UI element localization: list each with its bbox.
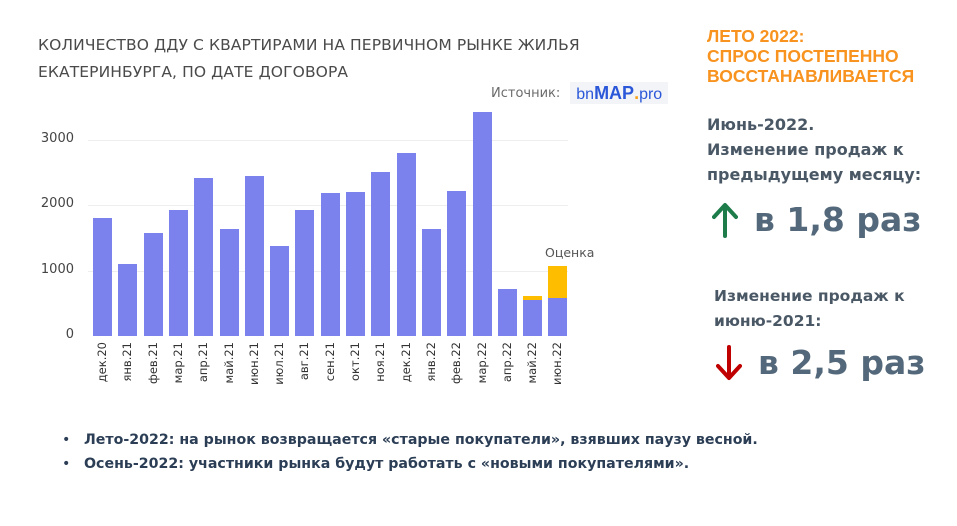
x-tick-label: окт.21 bbox=[348, 342, 362, 381]
logo-part-pro: pro bbox=[639, 86, 663, 103]
bar-estimate-июн.22 bbox=[548, 265, 568, 299]
x-tick-label: янв.21 bbox=[120, 342, 135, 382]
x-tick-label: июл.21 bbox=[272, 342, 287, 385]
logo-pin-icon: . bbox=[634, 83, 640, 103]
chart-title-line-1: КОЛИЧЕСТВО ДДУ С КВАРТИРАМИ НА ПЕРВИЧНОМ… bbox=[38, 36, 580, 54]
bar-май.21 bbox=[219, 228, 239, 336]
x-tick-label: фев.21 bbox=[145, 342, 160, 384]
x-tick-label: дек.20 bbox=[95, 342, 109, 383]
bar-фев.22 bbox=[447, 191, 467, 336]
bar-estimate-май.22 bbox=[523, 296, 543, 301]
stat-mom-line-2: Изменение продаж к bbox=[707, 140, 904, 159]
x-tick-label: янв.22 bbox=[423, 342, 438, 382]
bar-мар.22 bbox=[472, 112, 492, 336]
stat-yoy-line-2: июню-2021: bbox=[714, 312, 822, 330]
stat-mom-number: в 1,8 раз bbox=[754, 200, 922, 239]
y-tick-label: 3000 bbox=[40, 131, 74, 147]
stat-mom-line-3: предыдущему месяцу: bbox=[707, 165, 922, 184]
gridline bbox=[88, 140, 568, 142]
bullet-list: Лето-2022: на рынок возвращается «старые… bbox=[62, 428, 882, 476]
source-label: Источник: bbox=[491, 85, 561, 101]
x-tick-label: июн.22 bbox=[550, 342, 565, 385]
source: Источник: bn MAP . pro bbox=[491, 82, 669, 104]
x-tick-label: фев.22 bbox=[449, 342, 464, 384]
bar-ноя.21 bbox=[371, 172, 391, 336]
bar-chart: 0 1000 2000 3000 дек.20 янв.21 фев.21 мар.21 апр… bbox=[40, 112, 568, 385]
stat-yoy-number: в 2,5 раз bbox=[758, 343, 926, 382]
headline-line-3: ВОССТАНАВЛИВАЕТСЯ bbox=[707, 66, 915, 86]
headline-line-1: ЛЕТО 2022: bbox=[707, 26, 805, 46]
y-tick-label: 2000 bbox=[40, 196, 74, 212]
stat-mom-value: в 1,8 раз bbox=[712, 200, 921, 239]
x-tick-label: мар.22 bbox=[474, 342, 489, 384]
bar-янв.22 bbox=[421, 228, 441, 336]
stat-yoy-caption: Изменение продаж к июню-2021: bbox=[714, 284, 954, 334]
bar-май.22 bbox=[523, 300, 543, 336]
x-tick-label: авг.21 bbox=[297, 342, 312, 381]
bar-июн.22 bbox=[548, 298, 568, 336]
stat-mom-line-1: Июнь-2022. bbox=[707, 115, 815, 134]
bar-июн.21 bbox=[244, 175, 264, 336]
stat-yoy-line-1: Изменение продаж к bbox=[714, 287, 905, 305]
bar-дек.21 bbox=[396, 152, 416, 336]
bar-апр.22 bbox=[497, 289, 517, 336]
arrow-up-icon bbox=[712, 202, 738, 238]
x-tick-label: май.22 bbox=[525, 342, 540, 384]
chart-title: КОЛИЧЕСТВО ДДУ С КВАРТИРАМИ НА ПЕРВИЧНОМ… bbox=[38, 32, 638, 86]
x-tick-label: апр.22 bbox=[499, 342, 514, 383]
stat-mom-caption: Июнь-2022. Изменение продаж к предыдущем… bbox=[707, 112, 947, 187]
bar-мар.21 bbox=[168, 210, 188, 336]
bar-фев.21 bbox=[143, 233, 163, 336]
bar-сен.21 bbox=[320, 192, 340, 336]
headline: ЛЕТО 2022: СПРОС ПОСТЕПЕННО ВОССТАНАВЛИВ… bbox=[707, 26, 947, 86]
logo-part-map: MAP bbox=[594, 83, 635, 103]
y-tick-label: 1000 bbox=[40, 261, 74, 277]
headline-line-2: СПРОС ПОСТЕПЕННО bbox=[707, 46, 899, 66]
bar-янв.21 bbox=[118, 263, 138, 336]
bnmap-logo: bn MAP . pro bbox=[570, 82, 669, 104]
x-tick-label: мар.21 bbox=[170, 342, 185, 384]
logo-part-bn: bn bbox=[576, 86, 595, 103]
x-tick-label: апр.21 bbox=[196, 342, 211, 383]
x-tick-label: май.21 bbox=[221, 342, 236, 384]
x-tick-label: июн.21 bbox=[246, 342, 261, 385]
arrow-down-icon bbox=[716, 344, 742, 380]
x-tick-label: ноя.21 bbox=[373, 342, 388, 382]
bar-дек.20 bbox=[93, 217, 112, 336]
bullet-item: Осень-2022: участники рынка будут работа… bbox=[62, 452, 882, 476]
x-tick-label: сен.21 bbox=[322, 342, 337, 382]
y-tick-label: 0 bbox=[65, 327, 74, 342]
stat-yoy-value: в 2,5 раз bbox=[716, 343, 925, 382]
bar-апр.21 bbox=[194, 177, 214, 336]
chart-title-line-2: ЕКАТЕРИНБУРГА, ПО ДАТЕ ДОГОВОРА bbox=[38, 63, 349, 81]
bullet-item: Лето-2022: на рынок возвращается «старые… bbox=[62, 428, 882, 452]
bar-июл.21 bbox=[270, 245, 290, 336]
x-tick-label: дек.21 bbox=[398, 342, 413, 383]
bar-окт.21 bbox=[346, 192, 365, 336]
bar-авг.21 bbox=[295, 210, 315, 336]
estimate-annotation: Оценка bbox=[545, 245, 595, 260]
